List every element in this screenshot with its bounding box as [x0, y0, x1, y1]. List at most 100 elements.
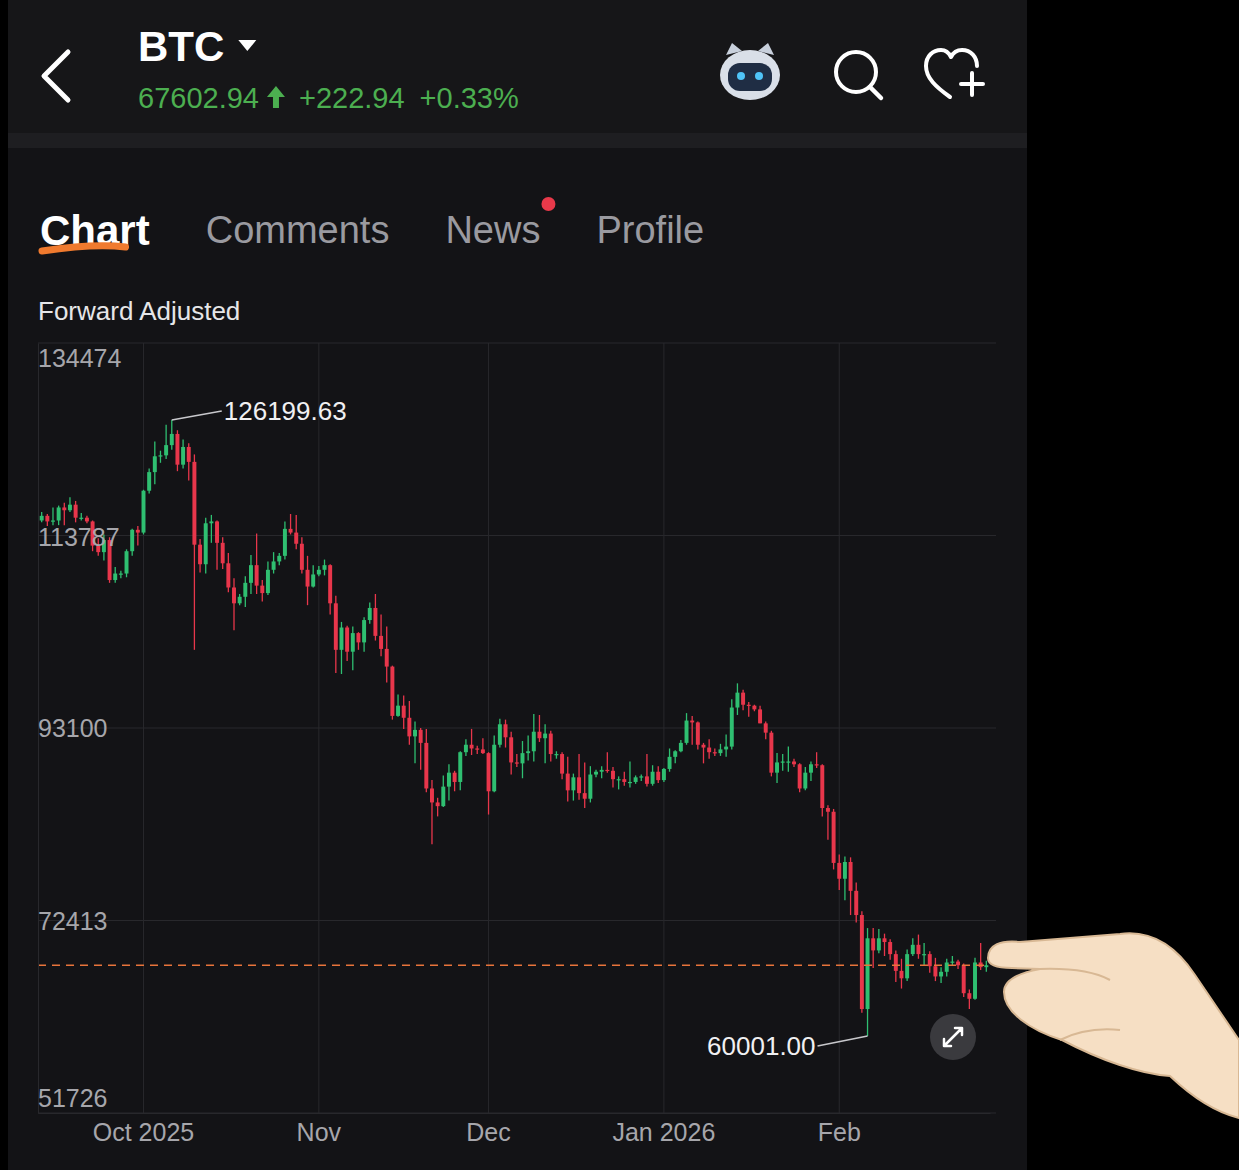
tab[interactable]: Comments — [206, 209, 390, 251]
candle-body — [566, 774, 570, 791]
candle-body — [775, 762, 779, 772]
candle-body — [628, 782, 632, 783]
candle-body — [764, 723, 768, 732]
candle-body — [781, 761, 785, 762]
watchlist-icon-heart — [926, 50, 977, 97]
header-separator — [8, 133, 1027, 148]
x-grid-line — [839, 343, 840, 1113]
candle-wick — [788, 747, 789, 772]
candle-wick — [137, 526, 138, 546]
candle-body — [634, 777, 638, 782]
assistant-icon[interactable] — [720, 43, 780, 100]
candle-body — [356, 633, 360, 642]
tab[interactable]: News — [445, 209, 540, 251]
symbol[interactable]: BTC — [138, 23, 224, 70]
x-tick: Dec — [466, 343, 510, 1146]
candle-body — [181, 447, 185, 465]
pointing-hand — [988, 933, 1239, 1118]
candle-body — [967, 993, 971, 999]
candle-wick — [969, 989, 970, 1009]
candle-body — [866, 938, 870, 1009]
candle-body — [487, 753, 491, 791]
candle-body — [899, 971, 903, 978]
candle-wick — [81, 513, 82, 520]
candle-wick — [629, 761, 630, 787]
x-axis: Oct 2025NovDecJan 2026Feb — [39, 343, 991, 1146]
assistant-icon-head — [720, 50, 780, 100]
tab[interactable]: Profile — [596, 209, 704, 251]
y-tick-label: 113787 — [38, 523, 120, 551]
candle-body — [718, 749, 722, 753]
candle-body — [849, 862, 853, 891]
candle-wick — [296, 515, 297, 549]
candle-body — [436, 802, 440, 806]
candle-body — [226, 563, 230, 587]
expand-button[interactable] — [930, 1014, 976, 1060]
y-tick: 72413 — [38, 907, 108, 935]
y-tick: 134474 — [38, 344, 122, 373]
candle-body — [973, 962, 977, 998]
candle-body — [560, 754, 564, 774]
candle-body — [922, 954, 926, 955]
candle-body — [113, 574, 117, 581]
watchlist-icon[interactable] — [926, 50, 983, 97]
candle-body — [928, 954, 932, 966]
candle-body — [707, 748, 711, 753]
y-grid — [38, 343, 996, 1113]
search-icon-handle — [870, 87, 881, 98]
y-grid-line — [38, 728, 996, 729]
candle-body — [136, 530, 140, 533]
candle-body — [916, 945, 920, 954]
x-tick: Jan 2026 — [612, 343, 715, 1146]
candle-wick — [884, 934, 885, 956]
symbol-dropdown[interactable] — [238, 40, 256, 51]
candle-body — [453, 773, 457, 782]
y-tick: 51726 — [38, 1084, 108, 1113]
back-button[interactable] — [44, 52, 68, 100]
candle-body — [798, 764, 802, 788]
candle-body — [735, 693, 739, 708]
candle-wick — [471, 729, 472, 755]
tab[interactable]: Chart — [40, 207, 150, 254]
candle-body — [187, 447, 191, 462]
candle-body — [933, 966, 937, 976]
candle-body — [854, 891, 858, 915]
candle-body — [289, 529, 293, 533]
search-icon[interactable] — [836, 52, 881, 98]
candle-body — [786, 761, 790, 762]
candle-body — [164, 445, 168, 455]
candle-body — [198, 545, 202, 565]
x-tick-label: Feb — [818, 1118, 861, 1146]
candle-body — [911, 945, 915, 954]
candle-body — [651, 772, 655, 784]
candle-body — [351, 633, 355, 652]
candle-body — [277, 556, 281, 562]
page-background — [0, 0, 1239, 1170]
y-tick-label: 51726 — [38, 1084, 108, 1112]
y-tick-label: 134474 — [38, 344, 122, 372]
expand-button-arrows — [944, 1028, 962, 1046]
price: 67602.94 — [138, 82, 259, 114]
candle-body — [950, 962, 954, 963]
expand-button-bg — [930, 1014, 976, 1060]
candle-body — [470, 745, 474, 749]
candle-body — [368, 608, 372, 620]
candle-body — [475, 748, 479, 749]
candle-body — [232, 587, 236, 603]
candle-body — [554, 754, 558, 755]
annotation-high: 126199.63 — [224, 396, 347, 426]
x-axis-line — [39, 1113, 991, 1114]
candle-body — [504, 724, 508, 737]
candle-body — [68, 505, 72, 511]
candle-body — [373, 608, 377, 636]
candle-body — [221, 543, 225, 563]
candle-body — [396, 706, 400, 716]
candle-wick — [641, 775, 642, 782]
candle-body — [441, 787, 445, 807]
candle-body — [769, 733, 773, 773]
candle-body — [905, 954, 909, 978]
y-grid-line — [38, 1113, 996, 1114]
price-change: +222.94 — [299, 82, 405, 114]
candle-wick — [748, 702, 749, 717]
candle-body — [413, 730, 417, 737]
